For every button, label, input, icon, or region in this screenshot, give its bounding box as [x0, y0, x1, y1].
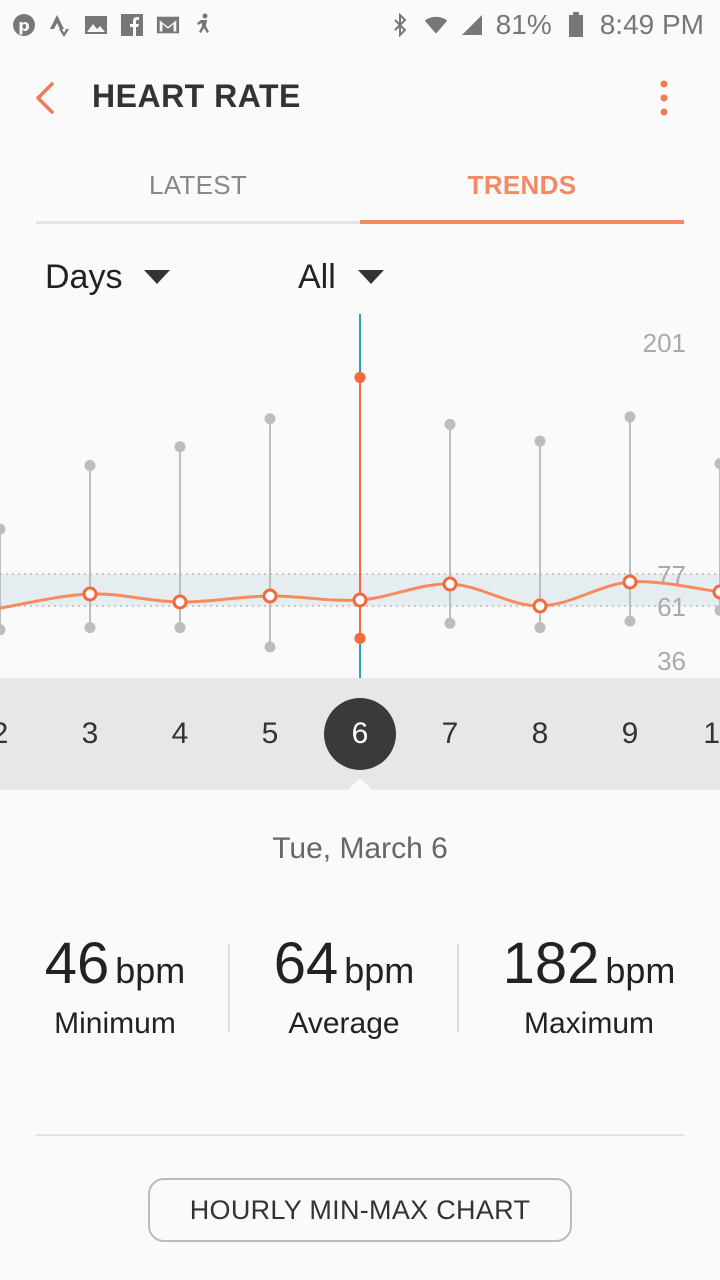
facebook-icon [120, 13, 144, 37]
battery-percent: 81% [495, 9, 552, 40]
y-tick-label: 36 [657, 646, 686, 676]
average-point [172, 594, 188, 610]
stat-divider [228, 944, 230, 1032]
page-title: HEART RATE [92, 78, 301, 114]
average-point [262, 588, 278, 604]
stat-minimum: 46 bpm Minimum [0, 930, 230, 1041]
hourly-min-max-chart-button[interactable]: HOURLY MIN-MAX CHART [148, 1178, 572, 1242]
day-item-4[interactable]: 4 [171, 717, 189, 750]
dropdown-arrow-icon [357, 270, 384, 284]
stat-label: Maximum [523, 1007, 654, 1040]
tab-bar: LATEST TRENDS [36, 150, 684, 224]
svg-text:p: p [18, 16, 29, 35]
selected-min-point [354, 632, 366, 644]
stat-maximum: 182 bpm Maximum [474, 930, 704, 1041]
overflow-menu-button[interactable] [648, 76, 680, 120]
status-left-icons: p [12, 13, 216, 37]
more-vert-icon [660, 80, 668, 116]
strava-icon [48, 13, 72, 37]
average-point [442, 576, 458, 592]
max-point [624, 411, 636, 423]
day-item-7[interactable]: 7 [441, 717, 459, 750]
max-point [0, 523, 6, 535]
status-right-icons: 81% 8:49 PM [388, 9, 704, 41]
type-dropdown[interactable]: All [298, 252, 384, 302]
day-selector: 2 3 4 5 6 7 8 9 10 [0, 678, 720, 790]
section-divider [36, 1134, 684, 1136]
min-point [714, 604, 720, 616]
average-point [352, 592, 368, 608]
tab-latest[interactable]: LATEST [36, 150, 360, 224]
pinterest-icon: p [12, 13, 36, 37]
wifi-icon [424, 13, 448, 37]
app-bar: HEART RATE [0, 50, 720, 146]
max-point [84, 459, 96, 471]
stat-label: Average [288, 1007, 400, 1040]
tab-trends[interactable]: TRENDS [360, 150, 684, 224]
max-point [444, 418, 456, 430]
day-item-5[interactable]: 5 [261, 717, 279, 750]
average-point [712, 584, 720, 600]
min-point [534, 622, 546, 634]
min-point [0, 624, 6, 636]
status-bar: p 81% 8:49 PM [0, 0, 720, 50]
y-tick-label: 201 [643, 328, 686, 358]
y-tick-label: 61 [657, 592, 686, 622]
type-dropdown-value: All [298, 257, 336, 296]
signal-icon [460, 13, 484, 37]
battery-icon [564, 12, 588, 37]
max-point [174, 441, 186, 453]
period-dropdown-value: Days [45, 257, 123, 296]
stat-unit: bpm [115, 950, 186, 991]
fitness-icon [192, 13, 216, 37]
stat-value: 64 [273, 931, 339, 996]
day-item-6[interactable]: 6 [324, 698, 396, 770]
back-arrow-icon [36, 82, 54, 114]
selected-date: Tue, March 6 [272, 832, 448, 865]
day-item-9[interactable]: 9 [621, 717, 639, 750]
average-point [622, 574, 638, 590]
stat-average: 64 bpm Average [229, 930, 459, 1041]
stat-value: 182 [502, 931, 600, 996]
min-point [624, 615, 636, 627]
stat-label: Minimum [54, 1007, 176, 1040]
stat-value: 46 [44, 931, 110, 996]
gallery-icon [84, 13, 108, 37]
average-point [82, 586, 98, 602]
clock: 8:49 PM [599, 9, 704, 40]
min-point [174, 622, 186, 634]
period-dropdown[interactable]: Days [45, 252, 171, 302]
max-point [264, 413, 276, 425]
selected-max-point [354, 372, 366, 384]
min-point [264, 641, 276, 653]
day-item-2[interactable]: 2 [0, 698, 36, 770]
back-button[interactable] [26, 78, 66, 118]
gmail-icon [156, 13, 180, 37]
max-point [714, 458, 720, 470]
max-point [534, 435, 546, 447]
day-item-10[interactable]: 10 [703, 717, 720, 750]
dropdown-arrow-icon [144, 270, 171, 284]
stat-unit: bpm [344, 950, 415, 991]
bluetooth-icon [388, 13, 412, 37]
day-item-8[interactable]: 8 [531, 717, 549, 750]
day-item-3[interactable]: 3 [81, 717, 99, 750]
stat-divider [457, 944, 459, 1032]
min-point [84, 622, 96, 634]
average-point [532, 598, 548, 614]
min-point [444, 617, 456, 629]
stat-unit: bpm [605, 950, 676, 991]
selection-pointer [348, 778, 372, 790]
